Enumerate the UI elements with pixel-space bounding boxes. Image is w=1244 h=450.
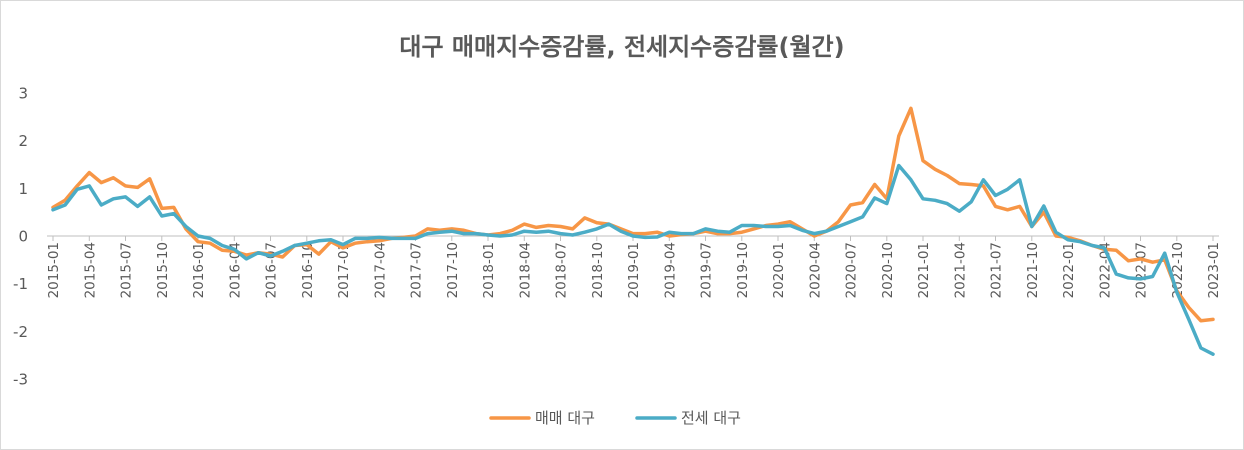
x-tick-label: 2021-07 xyxy=(989,242,1005,298)
legend-label-jeonse-index: 전세 대구 xyxy=(681,409,741,427)
x-tick-label: 2019-10 xyxy=(735,242,751,298)
series-sale-index xyxy=(51,106,1215,323)
x-tick-label: 2016-04 xyxy=(227,242,243,298)
x-axis: 2015-01 2015-04 2015-07 2015-10 2016-01 2016-… xyxy=(46,235,1222,298)
x-tick-label: 2018-07 xyxy=(554,242,570,298)
series-line-jeonse-index xyxy=(51,163,1215,356)
legend-item-sale-index: 매매 대구 xyxy=(489,409,595,427)
y-tick-label: 0 xyxy=(18,228,28,246)
x-tick-label: 2018-04 xyxy=(517,242,533,298)
x-tick-label: 2019-07 xyxy=(699,242,715,298)
x-tick-label: 2021-10 xyxy=(1025,242,1041,298)
legend-item-jeonse-index: 전세 대구 xyxy=(635,409,741,427)
series-line-sale-index xyxy=(51,106,1215,323)
x-tick-label: 2017-01 xyxy=(336,242,352,298)
x-tick-label: 2023-01 xyxy=(1206,242,1222,298)
x-tick-label: 2020-01 xyxy=(771,242,787,298)
x-tick-label: 2017-04 xyxy=(372,242,388,298)
x-tick-label: 2022-01 xyxy=(1061,242,1077,298)
x-tick-label: 2018-01 xyxy=(481,242,497,298)
x-tick-label: 2021-04 xyxy=(952,242,968,298)
y-tick-label: -2 xyxy=(13,323,28,341)
x-tick-label: 2017-07 xyxy=(409,242,425,298)
x-tick-label: 2015-10 xyxy=(155,242,171,298)
chart-title: 대구 매매지수증감률, 전세지수증감률(월간) xyxy=(399,33,844,61)
y-tick-label: 1 xyxy=(18,180,28,198)
legend-label-sale-index: 매매 대구 xyxy=(535,409,595,427)
x-tick-label: 2018-10 xyxy=(590,242,606,298)
x-tick-label: 2015-01 xyxy=(46,242,62,298)
x-tick-label: 2015-07 xyxy=(119,242,135,298)
x-tick-label: 2021-01 xyxy=(916,242,932,298)
y-axis-tick-labels: 3 2 1 0 -1 -2 -3 xyxy=(13,85,28,389)
x-tick-label: 2020-07 xyxy=(844,242,860,298)
y-tick-label: 2 xyxy=(18,132,28,150)
x-tick-label: 2020-10 xyxy=(880,242,896,298)
x-tick-label: 2020-04 xyxy=(807,242,823,298)
y-tick-label: 3 xyxy=(18,85,28,103)
x-tick-label: 2022-07 xyxy=(1134,242,1150,298)
legend: 매매 대구 전세 대구 xyxy=(489,409,741,427)
series-jeonse-index xyxy=(51,163,1215,356)
x-tick-label: 2016-01 xyxy=(191,242,207,298)
x-tick-label: 2017-10 xyxy=(445,242,461,298)
x-tick-label: 2015-04 xyxy=(82,242,98,298)
x-tick-label: 2016-07 xyxy=(264,242,280,298)
y-tick-label: -1 xyxy=(13,275,28,293)
x-tick-label: 2019-01 xyxy=(626,242,642,298)
x-tick-label: 2019-04 xyxy=(662,242,678,298)
x-tick-label: 2016-10 xyxy=(300,242,316,298)
y-tick-label: -3 xyxy=(13,371,28,389)
plot-series xyxy=(51,106,1215,356)
